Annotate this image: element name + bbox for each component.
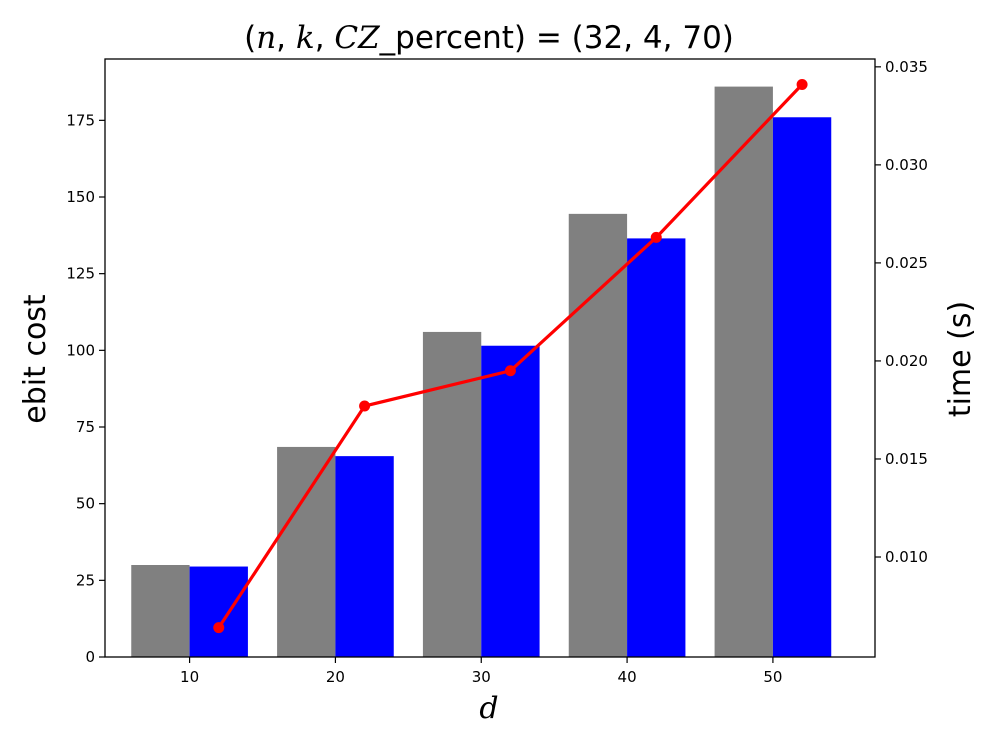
bar-series-2-10 bbox=[189, 566, 248, 657]
y2-tick-label: 0.015 bbox=[885, 450, 928, 468]
y-tick-label: 150 bbox=[66, 188, 95, 206]
y2-tick-label: 0.035 bbox=[885, 58, 928, 76]
time-point-5 bbox=[796, 78, 808, 90]
bar-series-2-20 bbox=[335, 456, 394, 657]
y2-tick-label: 0.010 bbox=[885, 548, 928, 566]
y2-tick-label: 0.020 bbox=[885, 352, 928, 370]
bar-layer bbox=[131, 86, 832, 658]
x-axis-ticks: 10 20 30 40 50 bbox=[180, 657, 782, 686]
bar-series-1-10 bbox=[131, 565, 190, 657]
y-tick-label: 0 bbox=[85, 648, 95, 666]
x-tick-label: 50 bbox=[763, 668, 782, 686]
y2-tick-label: 0.030 bbox=[885, 156, 928, 174]
y-tick-label: 175 bbox=[66, 111, 95, 129]
bar-series-2-30 bbox=[481, 345, 540, 657]
x-tick-label: 20 bbox=[326, 668, 345, 686]
bar-series-1-50 bbox=[714, 86, 773, 658]
left-axis-ticks: 0 25 50 75 100 125 150 175 bbox=[66, 111, 105, 666]
time-point-4 bbox=[650, 231, 662, 243]
y-axis-label: ebit cost bbox=[18, 294, 53, 424]
time-point-3 bbox=[504, 365, 516, 377]
time-point-2 bbox=[359, 400, 371, 412]
time-point-1 bbox=[213, 622, 225, 634]
y2-axis-label: time (s) bbox=[943, 301, 978, 417]
bar-series-2-50 bbox=[772, 117, 832, 658]
x-tick-label: 10 bbox=[180, 668, 199, 686]
right-axis-ticks: 0.010 0.015 0.020 0.025 0.030 0.035 bbox=[875, 58, 928, 566]
chart-title: (n, k, CZ_percent) = (32, 4, 70) bbox=[244, 20, 734, 56]
y2-tick-label: 0.025 bbox=[885, 254, 928, 272]
y-tick-label: 75 bbox=[76, 418, 95, 436]
x-tick-label: 30 bbox=[472, 668, 491, 686]
x-tick-label: 40 bbox=[618, 668, 637, 686]
y-tick-label: 25 bbox=[76, 571, 95, 589]
x-axis-label: d bbox=[479, 691, 498, 726]
bar-series-2-40 bbox=[627, 238, 686, 657]
y-tick-label: 100 bbox=[66, 341, 95, 359]
time-line-layer bbox=[213, 78, 808, 634]
bar-series-1-20 bbox=[277, 446, 336, 657]
bar-series-1-40 bbox=[568, 213, 628, 657]
y-tick-label: 125 bbox=[66, 265, 95, 283]
y-tick-label: 50 bbox=[76, 495, 95, 513]
plot-frame bbox=[104, 58, 876, 658]
